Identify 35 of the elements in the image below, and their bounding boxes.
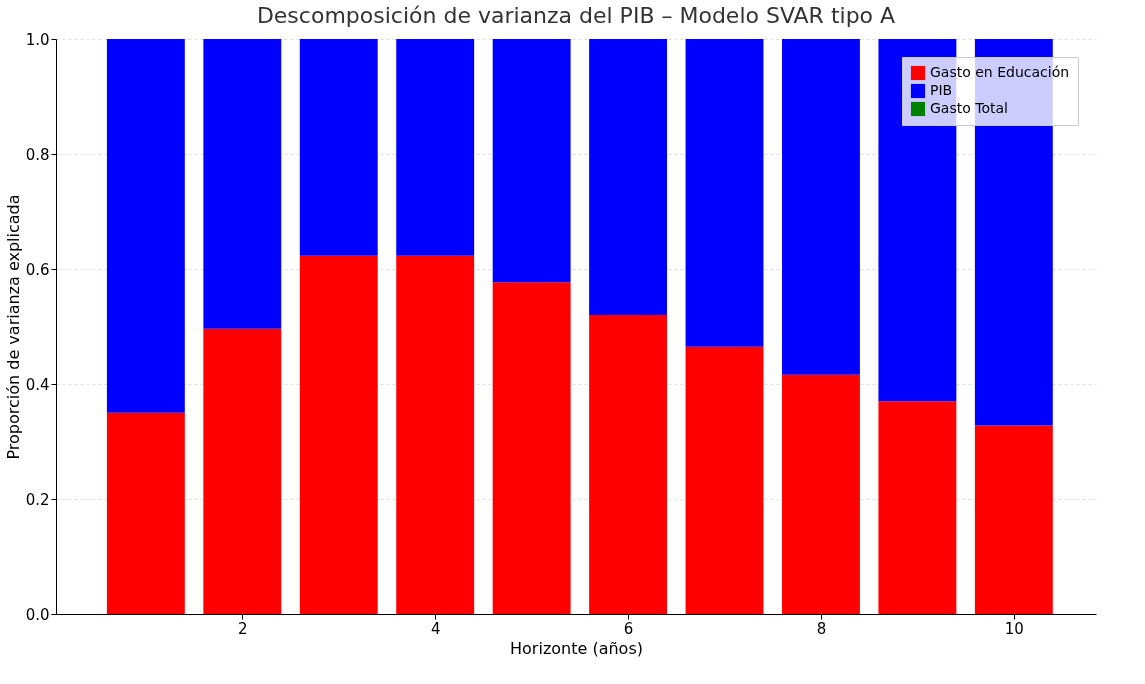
x-axis-title: Horizonte (años) — [510, 638, 643, 658]
y-axis-title: Proporción de varianza explicada — [3, 194, 23, 460]
bar — [492, 282, 571, 614]
bar — [589, 315, 668, 614]
y-tick-label: 0.8 — [25, 145, 50, 164]
bar — [974, 425, 1053, 614]
bar — [203, 39, 282, 329]
bar — [106, 39, 185, 413]
legend-label: Gasto en Educación — [930, 64, 1070, 80]
y-tick-label: 0.0 — [25, 605, 50, 624]
bar — [299, 255, 378, 614]
bar — [878, 401, 957, 614]
bar — [396, 39, 475, 256]
y-tick-label: 0.2 — [25, 490, 50, 509]
y-tick-label: 1.0 — [25, 30, 50, 49]
bar — [203, 328, 282, 614]
x-tick-label: 4 — [430, 619, 441, 638]
x-tick-label: 10 — [1004, 619, 1024, 638]
bar — [106, 412, 185, 614]
legend-label: PIB — [930, 82, 953, 98]
bar — [782, 39, 860, 375]
bar — [685, 346, 764, 614]
x-tick-label: 8 — [816, 619, 827, 638]
bar — [396, 255, 475, 614]
bar — [299, 39, 378, 256]
x-tick-label: 6 — [623, 619, 634, 638]
chart-title: Descomposición de varianza del PIB – Modelo SVAR tipo A — [256, 3, 896, 28]
bar — [589, 39, 668, 315]
bar — [492, 39, 571, 283]
bar — [782, 374, 860, 614]
y-tick-label: 0.4 — [25, 375, 50, 394]
bar — [685, 39, 764, 347]
x-tick-label: 2 — [238, 619, 248, 638]
y-tick-label: 0.6 — [25, 260, 50, 279]
legend-label: Gasto Total — [930, 100, 1008, 116]
